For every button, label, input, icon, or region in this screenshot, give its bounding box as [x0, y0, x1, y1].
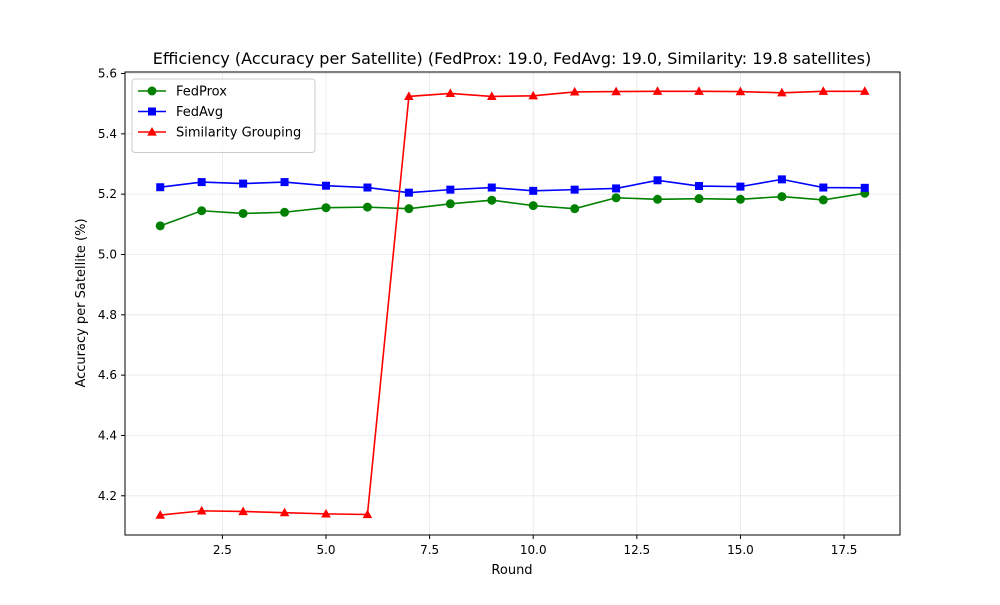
data-point	[611, 193, 621, 203]
x-tick-label: 5.0	[316, 543, 335, 557]
data-point	[735, 86, 746, 96]
data-point	[239, 179, 248, 188]
series-line	[160, 178, 865, 194]
data-point	[321, 203, 331, 213]
data-point	[446, 185, 455, 194]
data-point	[404, 91, 414, 101]
legend-marker	[147, 86, 157, 96]
data-point	[196, 505, 207, 515]
data-point	[653, 194, 663, 204]
data-point	[197, 206, 207, 216]
data-point	[238, 506, 248, 516]
data-point	[197, 178, 206, 187]
data-point	[570, 185, 579, 194]
chart-title: Efficiency (Accuracy per Satellite) (Fed…	[153, 49, 871, 68]
data-point	[612, 184, 621, 193]
data-point	[156, 183, 165, 192]
data-point	[819, 183, 828, 192]
data-point	[859, 86, 870, 95]
series-fedprox	[155, 188, 870, 231]
data-point	[280, 178, 289, 187]
data-point	[653, 176, 662, 185]
legend-marker	[147, 127, 157, 136]
y-tick-label: 5.4	[98, 127, 117, 141]
series-fedavg	[156, 175, 869, 197]
x-tick-label: 10.0	[520, 543, 547, 557]
data-point	[279, 507, 290, 517]
data-point	[694, 194, 704, 204]
legend: FedProx FedAvg Similarity Grouping	[131, 78, 316, 153]
legend-label: FedAvg	[176, 105, 223, 120]
x-tick-label: 7.5	[420, 543, 439, 557]
data-point	[528, 201, 538, 211]
data-point	[736, 182, 745, 191]
y-tick-label: 4.6	[98, 368, 117, 382]
data-point	[363, 183, 372, 192]
x-axis-label: Round	[491, 563, 532, 578]
y-tick-label: 4.2	[98, 489, 117, 503]
data-point	[445, 199, 455, 209]
data-point	[777, 192, 787, 202]
y-tick-label: 5.2	[98, 187, 117, 201]
data-point	[694, 86, 704, 95]
series-line	[159, 192, 865, 227]
data-point	[529, 186, 538, 195]
data-point	[569, 86, 580, 96]
legend-item: FedProx	[138, 85, 227, 100]
data-point	[486, 91, 497, 101]
y-tick-label: 4.4	[98, 428, 117, 442]
data-point	[404, 188, 413, 197]
data-point	[735, 194, 745, 204]
series-line	[160, 90, 865, 516]
data-point	[528, 90, 539, 100]
x-tick-label: 12.5	[623, 543, 650, 557]
data-point	[155, 510, 166, 519]
y-tick-label: 4.8	[98, 308, 117, 322]
data-point	[362, 509, 373, 519]
data-point	[362, 202, 372, 212]
y-tick-label: 5.0	[98, 247, 117, 261]
data-point	[487, 195, 497, 205]
data-point	[487, 183, 496, 192]
y-axis-label: Accuracy per Satellite (%)	[74, 218, 89, 387]
data-point	[322, 181, 331, 190]
data-point	[818, 195, 828, 205]
data-point	[445, 88, 456, 98]
x-tick-label: 17.5	[831, 543, 858, 557]
legend-item: FedAvg	[138, 105, 223, 120]
data-point	[280, 207, 290, 217]
legend-marker	[148, 107, 156, 116]
legend-box	[131, 78, 316, 153]
data-point	[860, 183, 869, 192]
plot-frame	[124, 71, 901, 536]
y-tick-label: 5.6	[98, 67, 117, 81]
x-tick-label: 2.5	[213, 543, 232, 557]
data-point	[652, 86, 663, 95]
data-point	[155, 221, 165, 231]
legend-label: FedProx	[176, 85, 227, 100]
data-point	[238, 208, 248, 218]
legend-item: Similarity Grouping	[138, 126, 301, 141]
data-point	[777, 87, 787, 97]
data-point	[694, 182, 703, 191]
data-point	[321, 508, 331, 518]
data-point	[570, 204, 580, 214]
data-point	[404, 204, 414, 214]
data-point	[818, 86, 829, 95]
data-point	[611, 86, 621, 96]
x-tick-label: 15.0	[727, 543, 754, 557]
data-point	[777, 175, 786, 184]
series-similarity-grouping	[155, 86, 870, 519]
legend-label: Similarity Grouping	[176, 126, 301, 141]
